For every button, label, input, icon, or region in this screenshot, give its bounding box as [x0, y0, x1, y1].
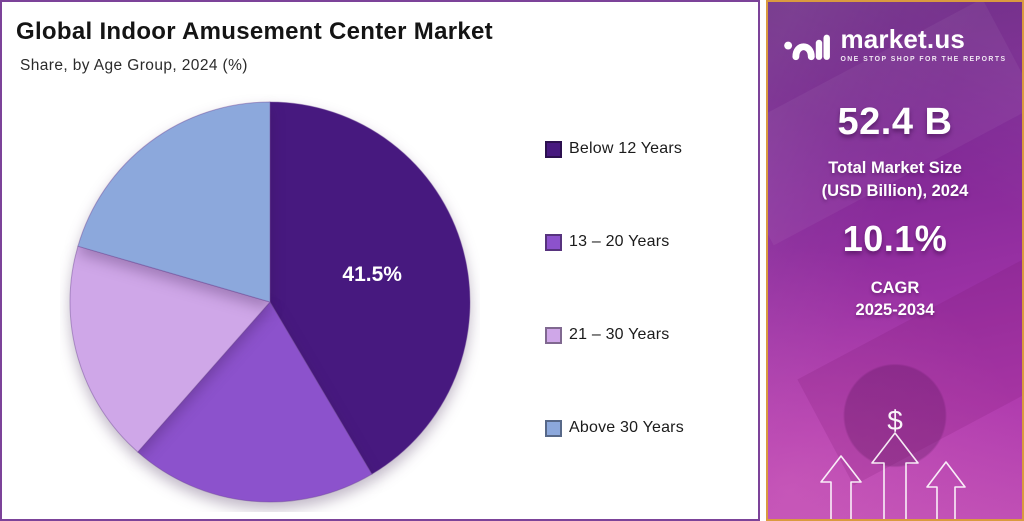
pie-slice-below-12-years	[269, 101, 471, 475]
legend-swatch	[545, 419, 562, 437]
brand-logo: market.us ONE STOP SHOP FOR THE REPORTS	[768, 24, 1022, 70]
legend-label: 21 – 30 Years	[569, 326, 670, 343]
cagr-label: CAGR 2025-2034	[855, 279, 935, 320]
sidebar: market.us ONE STOP SHOP FOR THE REPORTS …	[766, 0, 1024, 521]
pie-slice-13-20-years	[137, 301, 373, 503]
cagr-value: 10.1%	[842, 218, 948, 260]
legend-swatch	[545, 140, 562, 158]
legend-swatch	[545, 233, 562, 251]
pie-chart: 41.5%	[69, 101, 471, 503]
legend-label: Below 12 Years	[569, 140, 683, 157]
legend-swatch	[545, 326, 562, 344]
pie-slice-data-label: 41.5%	[342, 263, 402, 286]
pie-slice-21-30-years	[69, 245, 271, 453]
market-size-value: 52.4 B	[837, 101, 953, 143]
pie-slice-above-30-years	[77, 101, 271, 303]
market-us-logo-icon	[784, 34, 831, 61]
legend-item-above-30-years: Above 30 Years	[545, 418, 684, 438]
chart-panel: Global Indoor Amusement Center Market Sh…	[0, 0, 760, 521]
brand-name: market.us	[840, 24, 966, 54]
chart-legend: Below 12 Years 13 – 20 Years 21 – 30 Years…	[545, 2, 745, 521]
legend-item-13-20-years: 13 – 20 Years	[545, 232, 669, 252]
market-size-label: Total Market Size (USD Billion), 2024	[821, 159, 969, 201]
legend-label: Above 30 Years	[569, 419, 684, 436]
growth-arrows-icon	[820, 432, 966, 519]
dollar-icon: $	[887, 405, 903, 436]
page-title: Global Indoor Amusement Center Market	[16, 18, 493, 45]
legend-item-below-12-years: Below 12 Years	[545, 139, 682, 159]
legend-label: 13 – 20 Years	[569, 233, 670, 250]
legend-item-21-30-years: 21 – 30 Years	[545, 325, 669, 345]
chart-subtitle: Share, by Age Group, 2024 (%)	[20, 57, 248, 74]
brand-tagline: ONE STOP SHOP FOR THE REPORTS	[840, 56, 1007, 64]
